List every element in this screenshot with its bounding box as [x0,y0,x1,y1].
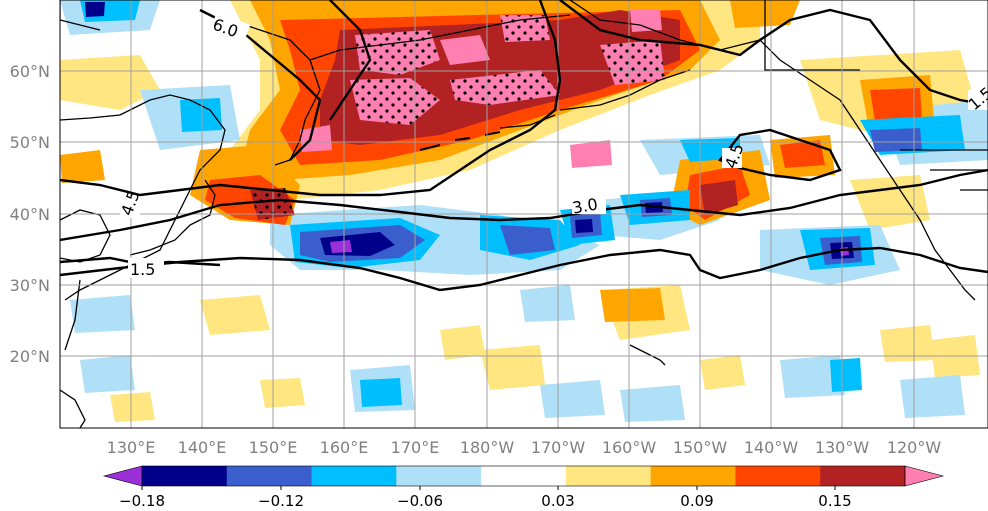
colorbar-tick-label: 0.15 [818,492,851,510]
colorbar-segment [820,466,906,486]
lon-label: 170°W [531,438,586,457]
lon-label: 140°E [178,438,227,457]
lon-label: 130°W [815,438,870,457]
contour-label-1-5: 1.5 [130,260,155,279]
coastlines [60,0,988,428]
colorbar-segment [735,466,821,486]
lat-label: 20°N [10,347,50,366]
longitude-labels: 130°E 140°E 150°E 160°E 170°E 180°W 170°… [107,438,942,457]
lon-label: 170°E [391,438,440,457]
colorbar-segment [311,466,397,486]
lat-label: 60°N [10,62,50,81]
colorbar-outline [141,465,906,487]
colorbar-segment [481,466,567,486]
colorbar-segment [650,466,736,486]
lon-label: 130°E [107,438,156,457]
colorbar-segment [226,466,313,486]
lon-label: 160°W [602,438,657,457]
lon-label: 120°W [887,438,942,457]
colorbar-tick-label: −0.12 [258,492,304,510]
lon-label: 150°W [673,438,728,457]
anomaly-field [60,0,988,428]
colorbar-segment [396,466,482,486]
colorbar-segment [142,466,228,486]
lat-label: 40°N [10,205,50,224]
colorbar-extend-high [904,465,945,487]
lon-label: 140°W [744,438,799,457]
lon-label: 150°E [249,438,298,457]
latitude-labels: 60°N 50°N 40°N 30°N 20°N [10,62,50,366]
lon-label: 180°W [460,438,515,457]
colorbar-tick-labels: −0.18 −0.12 −0.06 0.03 0.09 0.15 [119,492,852,510]
lat-label: 50°N [10,133,50,152]
colorbar-tick-label: 0.03 [541,492,574,510]
colorbar-extend-low [102,465,143,487]
colorbar [102,465,945,490]
map-frame [59,0,988,429]
colorbar-tick-label: 0.09 [680,492,713,510]
contour-label-3: 3.0 [571,194,599,217]
lon-label: 160°E [320,438,369,457]
colorbar-segment [565,466,652,486]
colorbar-tick-label: −0.06 [397,492,443,510]
colorbar-tick-label: −0.18 [119,492,165,510]
lat-label: 30°N [10,276,50,295]
